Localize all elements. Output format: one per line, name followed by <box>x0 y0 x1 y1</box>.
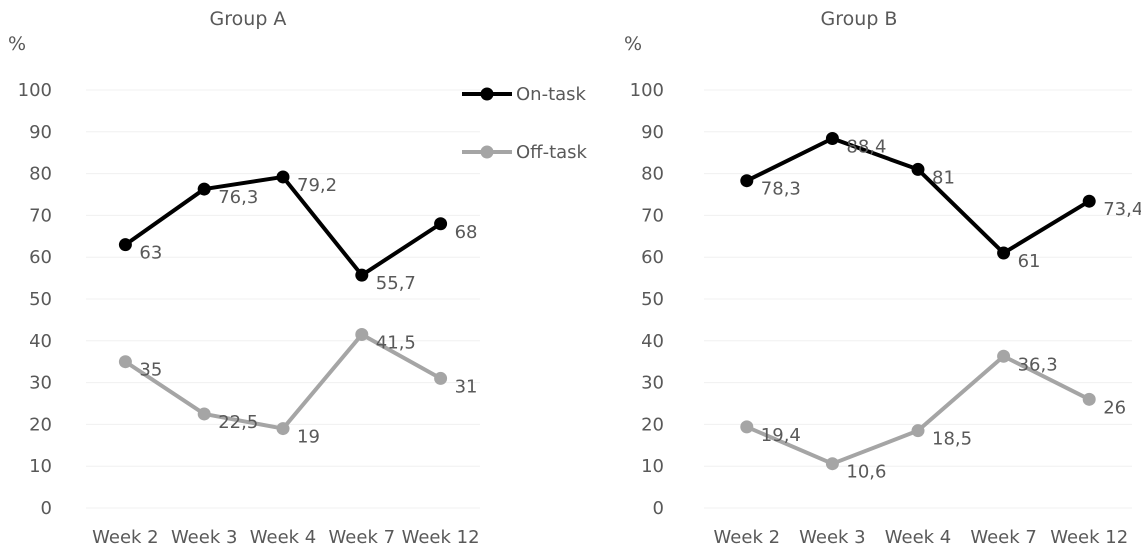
data-point <box>825 457 839 471</box>
data-point <box>118 238 132 252</box>
data-point <box>825 131 839 145</box>
y-tick-label: 60 <box>641 247 664 268</box>
data-point <box>434 217 448 231</box>
data-point <box>434 371 448 385</box>
data-point <box>1082 194 1096 208</box>
x-tick-label: Week 2 <box>92 527 159 548</box>
legend-item-off-task: Off-task <box>462 142 588 163</box>
legend-label: Off-task <box>516 142 588 163</box>
x-tick-label: Week 4 <box>250 527 317 548</box>
y-tick-label: 20 <box>641 414 664 435</box>
y-tick-label: 100 <box>18 80 52 101</box>
chart-group-a: Group A% 0 10 20 30 40 50 60 70 80 90 100 Week 2 Week… <box>8 8 588 548</box>
data-label: 22,5 <box>218 412 258 433</box>
y-tick-label: 0 <box>41 498 52 519</box>
y-tick-label: 40 <box>641 331 664 352</box>
legend-item-on-task: On-task <box>462 84 587 105</box>
data-point <box>276 170 290 184</box>
data-label: 41,5 <box>376 333 416 354</box>
data-label: 76,3 <box>218 187 258 208</box>
y-axis-unit-label: % <box>8 33 26 55</box>
data-label: 31 <box>455 376 478 397</box>
chart-title: Group B <box>821 8 898 30</box>
y-tick-label: 70 <box>29 205 52 226</box>
y-tick-label: 70 <box>641 205 664 226</box>
data-point <box>911 424 925 438</box>
series-line-on-task <box>124 174 442 278</box>
y-tick-label: 80 <box>641 164 664 185</box>
legend-label: On-task <box>516 84 587 105</box>
data-label: 61 <box>1018 251 1041 272</box>
y-tick-label: 30 <box>641 373 664 394</box>
y-tick-label: 20 <box>29 414 52 435</box>
legend-swatch-marker <box>480 87 494 101</box>
data-label: 68 <box>455 222 478 243</box>
data-point <box>740 420 754 434</box>
x-tick-label: Week 2 <box>714 527 781 548</box>
data-point <box>276 422 290 436</box>
data-label: 55,7 <box>376 273 416 294</box>
y-tick-label: 80 <box>29 164 52 185</box>
y-tick-label: 0 <box>653 498 664 519</box>
data-label: 36,3 <box>1018 354 1058 375</box>
data-label: 18,5 <box>932 429 972 450</box>
y-tick-label: 50 <box>641 289 664 310</box>
data-label: 26 <box>1103 397 1126 418</box>
y-tick-label: 50 <box>29 289 52 310</box>
data-point <box>911 162 925 176</box>
data-point <box>1082 392 1096 406</box>
y-tick-label: 10 <box>641 456 664 477</box>
y-tick-label: 60 <box>29 247 52 268</box>
data-label: 73,4 <box>1103 199 1141 220</box>
x-tick-label: Week 4 <box>885 527 952 548</box>
y-tick-label: 100 <box>630 80 664 101</box>
chart-title: Group A <box>210 8 287 30</box>
data-label: 19,4 <box>761 425 801 446</box>
x-tick-label: Week 7 <box>970 527 1037 548</box>
legend-swatch-marker <box>480 145 494 159</box>
data-point <box>197 182 211 196</box>
data-label: 10,6 <box>846 462 886 483</box>
x-tick-label: Week 3 <box>799 527 866 548</box>
data-point <box>997 246 1011 260</box>
data-point <box>355 268 369 282</box>
x-tick-label: Week 12 <box>402 527 480 548</box>
data-point <box>355 328 369 342</box>
data-label: 88,4 <box>846 136 886 157</box>
data-label: 35 <box>139 360 162 381</box>
y-tick-label: 90 <box>641 122 664 143</box>
y-tick-label: 90 <box>29 122 52 143</box>
chart-group-b: Group B% 0 10 20 30 40 50 60 70 80 90 100 Week 2 Week… <box>624 8 1141 548</box>
y-tick-label: 30 <box>29 373 52 394</box>
data-label: 79,2 <box>297 175 337 196</box>
y-axis-unit-label: % <box>624 33 642 55</box>
data-label: 78,3 <box>761 179 801 200</box>
data-point <box>118 355 132 369</box>
y-tick-label: 10 <box>29 456 52 477</box>
y-tick-label: 40 <box>29 331 52 352</box>
x-tick-label: Week 3 <box>171 527 238 548</box>
x-tick-label: Week 7 <box>329 527 396 548</box>
data-label: 81 <box>932 167 955 188</box>
data-point <box>740 174 754 188</box>
x-tick-label: Week 12 <box>1050 527 1128 548</box>
data-label: 19 <box>297 427 320 448</box>
data-label: 63 <box>139 243 162 264</box>
data-point <box>997 349 1011 363</box>
data-point <box>197 407 211 421</box>
